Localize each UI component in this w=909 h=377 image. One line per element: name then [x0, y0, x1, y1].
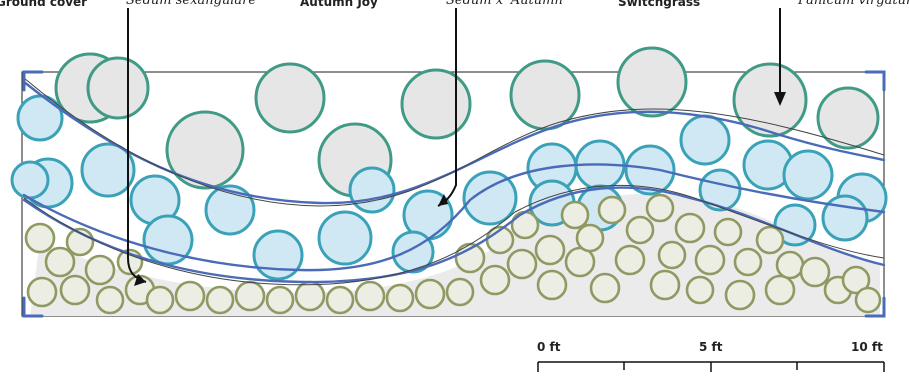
sedum-sexangulare-plant: [44, 246, 76, 278]
sedum-sexangulare-plant: [597, 195, 627, 225]
sedum-sexangulare-plant: [775, 250, 805, 280]
sedum-sexangulare-plant: [294, 280, 326, 312]
label-panicum-virgatum: Panicum virgatum: [798, 0, 909, 8]
scale-label-10: 10 ft: [851, 340, 883, 354]
sedum-autumn-joy-plant: [679, 114, 731, 166]
scale-label-5: 5 ft: [699, 340, 723, 354]
sedum-autumn-joy-plant: [698, 168, 742, 212]
sedum-autumn-joy-plant: [821, 194, 869, 242]
sedum-sexangulare-plant: [649, 269, 681, 301]
sedum-sexangulare-plant: [445, 277, 475, 307]
sedum-autumn-joy-plant: [16, 94, 64, 142]
sedum-sexangulare-plant: [589, 272, 621, 304]
sedum-sexangulare-plant: [536, 269, 568, 301]
sedum-sexangulare-circles: [24, 193, 882, 315]
sedum-autumn-joy-plant: [317, 210, 373, 266]
sedum-autumn-joy-plant: [782, 149, 834, 201]
sedum-sexangulare-plant: [174, 280, 206, 312]
switchgrass-plant: [816, 86, 880, 150]
sedum-sexangulare-plant: [674, 212, 706, 244]
sedum-sexangulare-plant: [385, 283, 415, 313]
sedum-sexangulare-plant: [265, 285, 295, 315]
label-groundcover: Ground cover: [0, 0, 88, 9]
sedum-sexangulare-plant: [84, 254, 116, 286]
sedum-sexangulare-plant: [724, 279, 756, 311]
sedum-sexangulare-plant: [26, 276, 58, 308]
sedum-sexangulare-plant: [713, 217, 743, 247]
sedum-sexangulare-plant: [234, 280, 266, 312]
switchgrass-plant: [254, 62, 326, 134]
scale-bar: [537, 361, 885, 372]
sedum-sexangulare-plant: [625, 215, 655, 245]
scale-label-0: 0 ft: [537, 340, 561, 354]
planting-zone-boundaries: [22, 80, 886, 284]
label-sedum-x-autumn: Sedum x 'Autumn: [446, 0, 563, 8]
sedum-sexangulare-plant: [694, 244, 726, 276]
switchgrass-plant: [165, 110, 245, 190]
sedum-autumn-joy-plant: [462, 170, 518, 226]
sedum-autumn-joy-plant: [624, 144, 676, 196]
sedum-autumn-joy-plant: [252, 229, 304, 281]
sedum-autumn-joy-plant: [773, 203, 817, 247]
switchgrass-plant: [400, 68, 472, 140]
sedum-sexangulare-plant: [854, 286, 882, 314]
bed-corner-marks: [22, 70, 886, 318]
sedum-sexangulare-plant: [755, 225, 785, 255]
sedum-sexangulare-plant: [95, 285, 125, 315]
lower-zone-boundary: [22, 186, 886, 284]
sedum-autumn-joy-plant: [204, 184, 256, 236]
sedum-sexangulare-plant: [145, 285, 175, 315]
sedum-autumn-joy-plant: [348, 166, 396, 214]
sedum-sexangulare-plant: [764, 274, 796, 306]
sedum-sexangulare-plant: [479, 264, 511, 296]
sedum-sexangulare-plant: [575, 223, 605, 253]
label-sedum-sexangulare: Sedum sexangulare: [126, 0, 257, 8]
sedum-sexangulare-plant: [685, 275, 715, 305]
label-sedum-autumn-joy: Autumn Joy: [300, 0, 378, 9]
switchgrass-plant: [86, 56, 150, 120]
sedum-sexangulare-plant: [325, 285, 355, 315]
boundary-thin-lines: [23, 77, 885, 286]
sedum-sexangulare-plant: [414, 278, 446, 310]
sedum-sexangulare-plant: [354, 280, 386, 312]
middle-zone-boundary: [22, 163, 886, 272]
switchgrass-plant: [616, 46, 688, 118]
sedum-sexangulare-plant: [657, 240, 687, 270]
sedum-sexangulare-plant: [560, 200, 590, 230]
sedum-sexangulare-plant: [205, 285, 235, 315]
sedum-autumn-joy-plant: [10, 160, 50, 200]
sedum-sexangulare-plant: [510, 210, 540, 240]
sedum-sexangulare-plant: [645, 193, 675, 223]
sedum-sexangulare-plant: [534, 234, 566, 266]
sedum-autumn-joy-plant: [80, 142, 136, 198]
sedum-sexangulare-plant: [614, 244, 646, 276]
upper-zone-boundary: [22, 80, 886, 205]
switchgrass-plant: [509, 59, 581, 131]
sedum-sexangulare-plant: [733, 247, 763, 277]
sedum-sexangulare-plant: [506, 248, 538, 280]
label-switchgrass: Switchgrass: [618, 0, 701, 9]
sedum-sexangulare-plant: [59, 274, 91, 306]
arrow-heads: [134, 92, 786, 286]
switchgrass-plant: [732, 62, 808, 138]
sedum-sexangulare-plant: [24, 222, 56, 254]
sedum-sexangulare-plant: [841, 265, 871, 295]
sedum-sexangulare-plant: [799, 256, 831, 288]
